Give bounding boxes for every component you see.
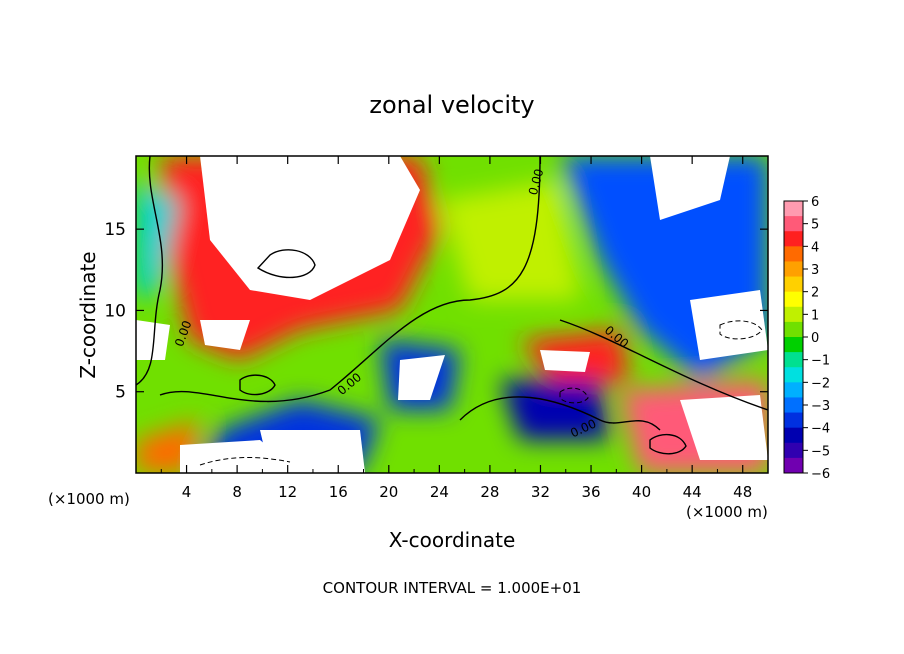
dashed-contour bbox=[719, 320, 763, 340]
colorbar-label: 0 bbox=[811, 331, 819, 346]
positive-max-region-lower-right bbox=[680, 395, 768, 460]
x-tick-label: 16 bbox=[329, 483, 348, 501]
positive-max-region-left bbox=[136, 320, 170, 360]
x-tick-label: 4 bbox=[182, 483, 192, 501]
x-axis-label: X-coordinate bbox=[389, 528, 516, 552]
colorbar-label: −3 bbox=[811, 399, 830, 414]
colorbar-segment bbox=[784, 231, 803, 247]
weak-positive-center bbox=[440, 180, 580, 300]
positive-max-region bbox=[200, 156, 420, 300]
x-tick-label: 32 bbox=[531, 483, 550, 501]
x-tick-label: 8 bbox=[232, 483, 242, 501]
colorbar-segment bbox=[784, 412, 803, 429]
negative-max-region bbox=[650, 156, 730, 220]
colorbar-segment bbox=[784, 216, 803, 232]
colorbar-label: 1 bbox=[811, 308, 819, 323]
heatmap-field: 0.000.000.000.000.00 bbox=[136, 156, 768, 473]
colorbar-segment bbox=[784, 382, 803, 398]
contour-line bbox=[256, 249, 316, 279]
x-tick-label: 24 bbox=[430, 483, 449, 501]
y-axis-ticks: 5 10 15 bbox=[104, 220, 768, 403]
contour-label: 0.00 bbox=[526, 167, 546, 196]
colorbar-label: −5 bbox=[811, 444, 830, 459]
colorbar-label: 6 bbox=[811, 195, 819, 210]
contour-line bbox=[159, 156, 541, 403]
x-tick-label: 20 bbox=[379, 483, 398, 501]
positive-max-region-small bbox=[200, 320, 250, 350]
y-axis-label: Z-coordinate bbox=[76, 251, 100, 378]
colorbar-segment bbox=[784, 352, 803, 368]
colorbar-label: −4 bbox=[811, 422, 830, 437]
negative-lobe-lower-center bbox=[500, 380, 610, 440]
x-tick-label: 40 bbox=[632, 483, 651, 501]
colorbar-segment bbox=[784, 457, 803, 474]
colorbar-segment bbox=[784, 246, 803, 262]
colorbar-segment bbox=[784, 442, 803, 459]
contour-line bbox=[649, 433, 687, 455]
x-unit-label-right: (×1000 m) bbox=[686, 503, 768, 521]
contour-line bbox=[239, 374, 276, 396]
negative-max-region-right bbox=[690, 290, 768, 360]
contour-interval-note: CONTOUR INTERVAL = 1.000E+01 bbox=[323, 579, 582, 597]
colorbar-segment bbox=[784, 306, 803, 323]
dashed-contour bbox=[199, 457, 291, 466]
x-tick-label: 44 bbox=[683, 483, 702, 501]
colorbar-segment bbox=[784, 261, 803, 278]
colorbar-label: −6 bbox=[811, 467, 830, 482]
colorbar-segment bbox=[784, 367, 803, 383]
contour-line bbox=[459, 396, 661, 431]
colorbar-segment bbox=[784, 337, 803, 353]
y-tick-label: 5 bbox=[115, 383, 126, 403]
contour-line bbox=[136, 156, 164, 386]
negative-max-region-bottom-2 bbox=[260, 430, 365, 473]
colorbar-segment bbox=[784, 427, 803, 444]
colorbar-segment bbox=[784, 321, 803, 338]
chart-title: zonal velocity bbox=[369, 91, 534, 119]
colorbar-label: −2 bbox=[811, 376, 830, 391]
colorbar-label: 2 bbox=[811, 286, 819, 301]
plot-frame bbox=[135, 155, 769, 474]
colorbar-label: 3 bbox=[811, 263, 819, 278]
colorbar-segment bbox=[784, 397, 803, 414]
colorbar: 6 5 4 3 2 1 0 −1 −2 −3 −4 −5 −6 bbox=[783, 195, 830, 482]
contour-line bbox=[559, 319, 768, 411]
y-tick-label: 10 bbox=[104, 301, 126, 321]
colorbar-label: −1 bbox=[811, 354, 830, 369]
x-axis-ticks: 4 8 12 16 20 24 28 32 36 40 44 48 bbox=[160, 156, 752, 501]
negative-contours bbox=[199, 320, 763, 466]
x-tick-label: 48 bbox=[733, 483, 752, 501]
colorbar-segment bbox=[784, 291, 803, 308]
colorbar-segment bbox=[784, 276, 803, 293]
zero-contours bbox=[136, 156, 768, 455]
colorbar-label: 5 bbox=[811, 218, 819, 233]
x-tick-label: 36 bbox=[581, 483, 600, 501]
colorbar-segment bbox=[784, 201, 803, 217]
x-unit-label-left: (×1000 m) bbox=[48, 490, 130, 508]
positive-max-region-center bbox=[540, 350, 590, 372]
x-tick-label: 28 bbox=[480, 483, 499, 501]
negative-max-region-center bbox=[398, 355, 445, 400]
y-tick-label: 15 bbox=[104, 220, 126, 240]
negative-lobe-left bbox=[136, 180, 180, 300]
x-tick-label: 12 bbox=[278, 483, 297, 501]
dashed-contour bbox=[559, 387, 589, 404]
colorbar-label: 4 bbox=[811, 240, 819, 255]
